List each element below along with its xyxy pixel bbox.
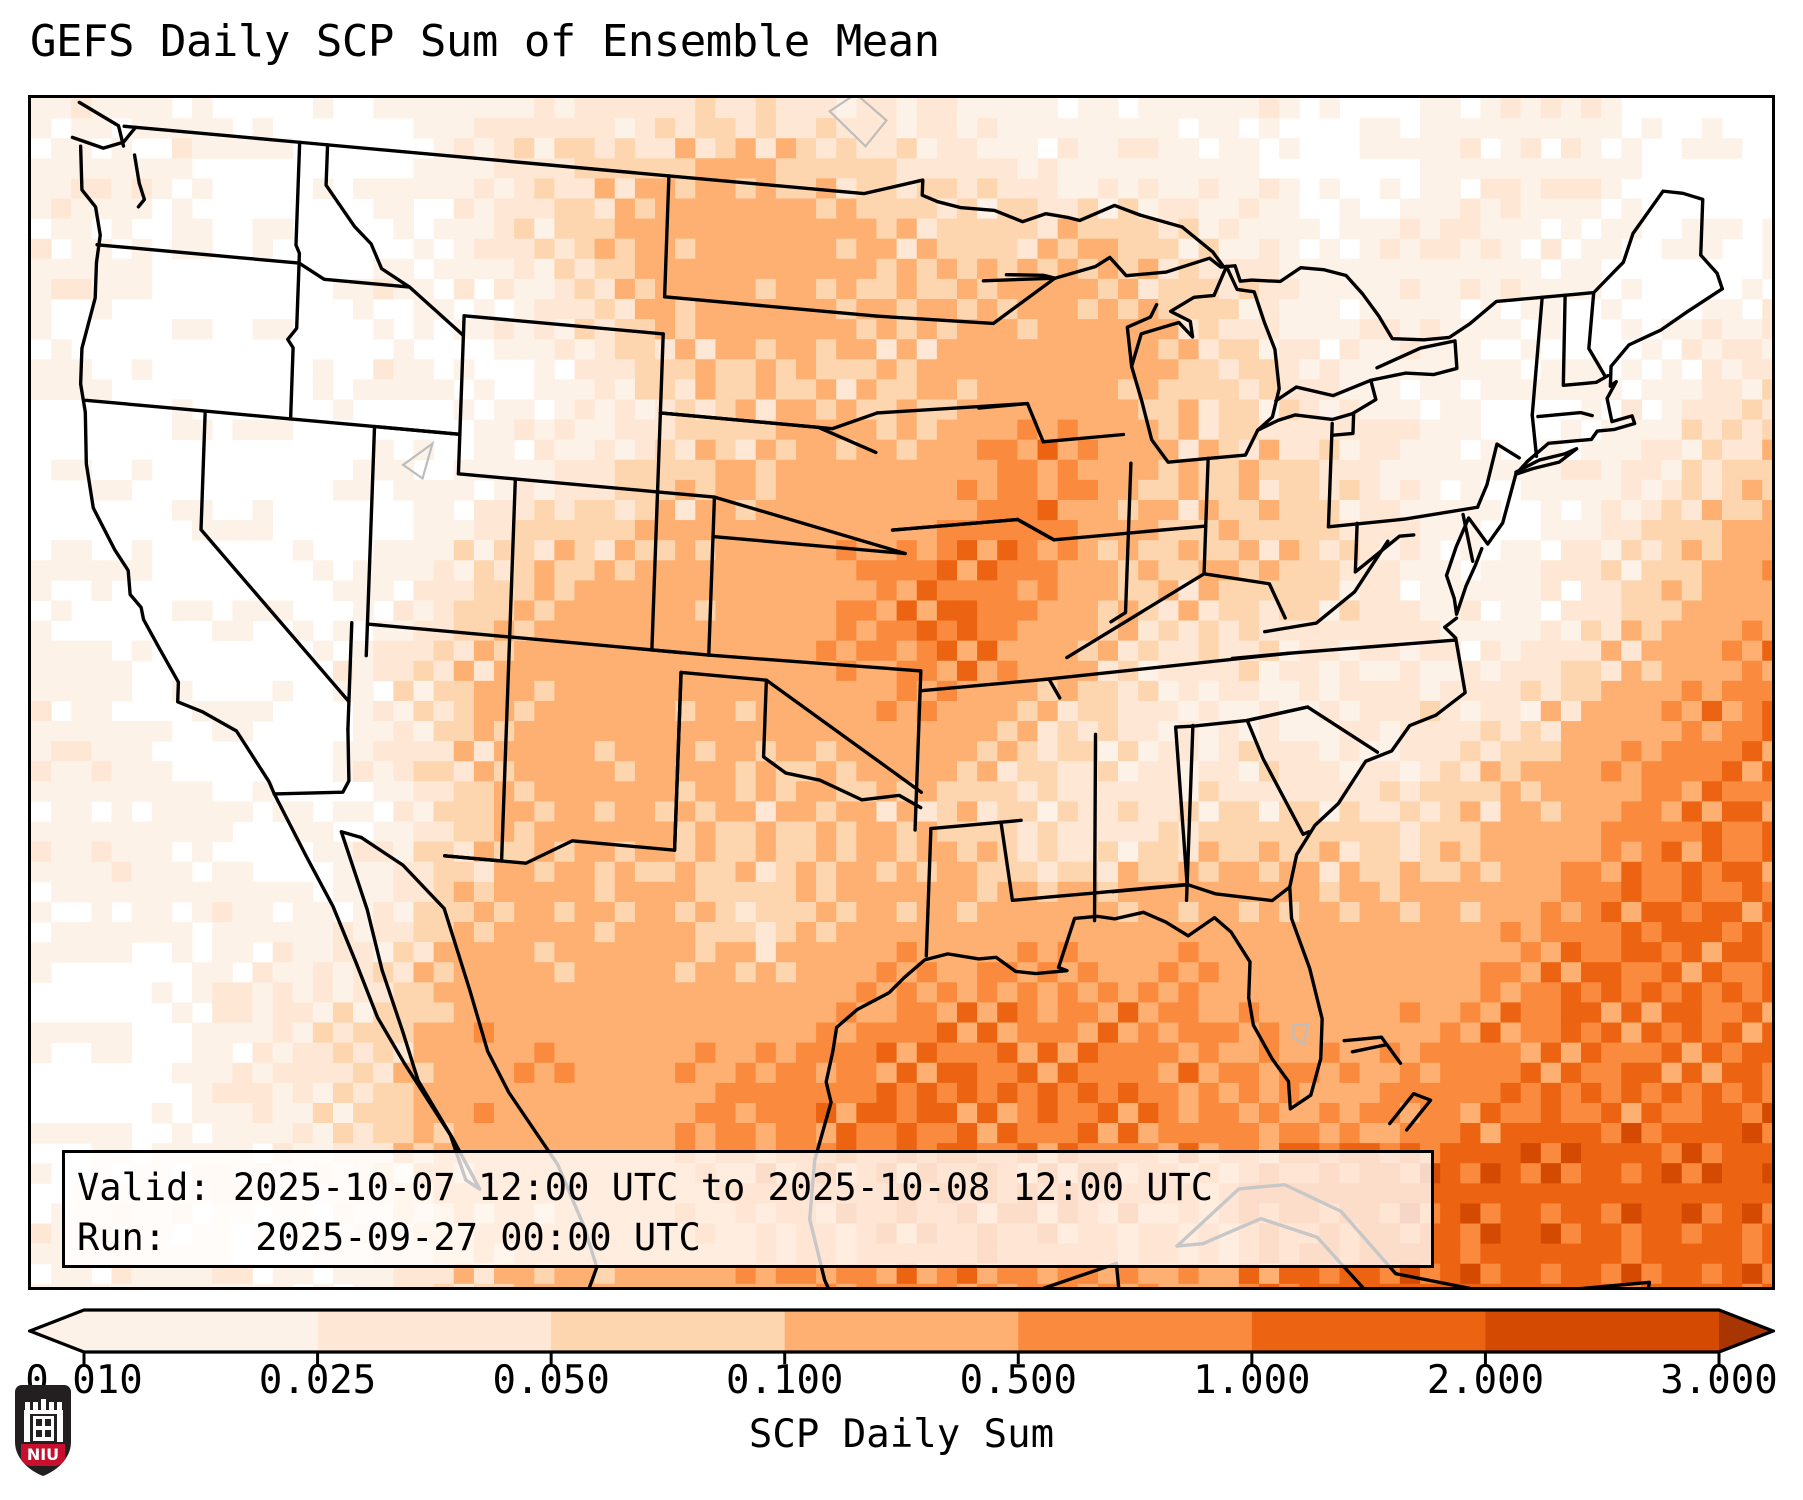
colorbar-bands bbox=[30, 1310, 1773, 1352]
colorbar-tick-label: 2.000 bbox=[1426, 1358, 1545, 1403]
valid-run-annotation: Valid: 2025-10-07 12:00 UTC to 2025-10-0… bbox=[62, 1150, 1434, 1268]
valid-time-text: Valid: 2025-10-07 12:00 UTC to 2025-10-0… bbox=[77, 1166, 1214, 1209]
colorbar-tick-label: 3.000 bbox=[1660, 1358, 1778, 1403]
run-time-text: Run: 2025-09-27 00:00 UTC bbox=[77, 1216, 701, 1259]
colorbar-tick-label: 0.500 bbox=[959, 1358, 1077, 1403]
niu-logo: NIU bbox=[15, 1385, 71, 1476]
colorbar[interactable] bbox=[28, 1308, 1775, 1364]
castle-windows bbox=[36, 1419, 51, 1437]
map-borders bbox=[70, 100, 1724, 1287]
colorbar-tick-label: 0.050 bbox=[492, 1358, 610, 1403]
niu-banner-text: NIU bbox=[27, 1445, 59, 1464]
map-panel[interactable] bbox=[28, 95, 1775, 1290]
niu-banner bbox=[21, 1444, 65, 1466]
castle-icon bbox=[24, 1399, 63, 1442]
map-canvas bbox=[31, 98, 1772, 1287]
page-title: GEFS Daily SCP Sum of Ensemble Mean bbox=[30, 16, 940, 67]
colorbar-tick-label: 1.000 bbox=[1193, 1358, 1311, 1403]
colorbar-canvas bbox=[28, 1308, 1775, 1364]
colorbar-tick-label: 0.025 bbox=[258, 1358, 377, 1403]
colorbar-axis-label: SCP Daily Sum bbox=[748, 1412, 1055, 1457]
colorbar-tick-label: 0.100 bbox=[726, 1358, 844, 1403]
lake-outlines bbox=[401, 98, 1310, 1047]
colorbar-tick-labels: 0.010 0.025 0.050 0.100 0.500 1.000 2.000 3.000 bbox=[25, 1358, 1778, 1408]
